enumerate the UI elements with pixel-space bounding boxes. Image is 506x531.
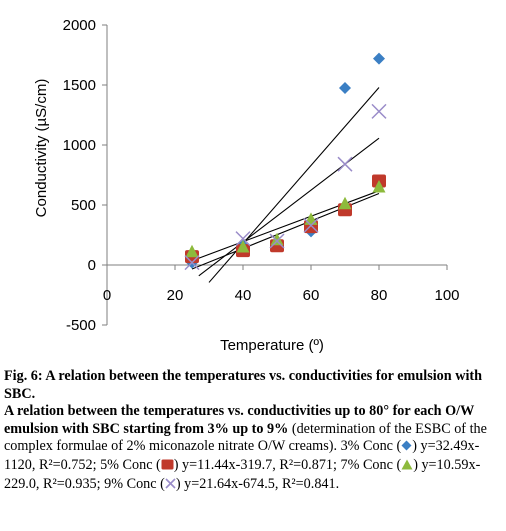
x-tick-label: 40 [235, 287, 252, 304]
data-point-diamond [373, 52, 385, 65]
caption-entry-7pct: 7% Conc () y=10.59x-229.0, R²=0.935; [4, 456, 481, 492]
data-point-diamond [339, 82, 351, 94]
data-point-x [235, 231, 251, 247]
caption-entry-5pct: 5% Conc () y=11.44x-319.7, R²=0.871; [100, 457, 340, 473]
axes-layer [102, 24, 448, 326]
trendline [208, 87, 380, 283]
square-icon [161, 458, 174, 476]
data-point-triangle [338, 196, 352, 210]
data-point-triangle [270, 232, 284, 246]
data-point-x [371, 103, 387, 119]
x-mark-icon [165, 477, 176, 495]
x-axis-title: Temperature (º) [220, 337, 324, 354]
caption-description: A relation between the temperatures vs. … [4, 403, 502, 494]
data-point-x [184, 255, 200, 271]
caption-description-bold: A relation between the temperatures vs. … [4, 403, 475, 437]
data-point-triangle [372, 180, 386, 193]
chart-svg: -500 0 500 1000 1500 2000 0 20 40 60 80 100 Conduct… [33, 17, 460, 354]
trendline-layer [191, 87, 380, 283]
y-tick-label: -500 [66, 317, 96, 334]
y-tick-label: 1500 [63, 77, 96, 94]
triangle-icon [401, 458, 413, 476]
y-axis-title: Conductivity (µS/cm) [33, 79, 50, 218]
y-tick-label: 1000 [63, 137, 96, 154]
data-point-x [269, 233, 285, 249]
y-tick-label: 0 [88, 257, 96, 274]
figure-caption: Fig. 6: A relation between the temperatu… [4, 368, 502, 494]
trendline [191, 190, 380, 262]
data-point-x [303, 217, 319, 233]
x-tick-label: 0 [103, 287, 111, 304]
diamond-icon [401, 439, 412, 457]
marker-layer [184, 52, 387, 271]
caption-entry-3pct: 3% Conc () y=32.49x-1120, R²=0.752; [4, 438, 480, 473]
data-point-triangle [236, 240, 250, 253]
caption-title: Fig. 6: A relation between the temperatu… [4, 368, 482, 402]
data-point-triangle [185, 244, 199, 258]
y-tick-label: 2000 [63, 17, 96, 34]
data-point-x [337, 156, 353, 172]
chart-figure: -500 0 500 1000 1500 2000 0 20 40 60 80 100 Conduct… [33, 17, 460, 354]
x-tick-label: 100 [434, 287, 459, 304]
caption-entry-9pct: 9% Conc () y=21.64x-674.5, R²=0.841. [104, 476, 339, 492]
x-tick-label: 60 [303, 287, 320, 304]
y-tick-label: 500 [71, 197, 96, 214]
label-layer: -500 0 500 1000 1500 2000 0 20 40 60 80 100 [63, 17, 460, 334]
caption-description-text: (determination of the ESBC of the comple… [4, 420, 487, 455]
x-tick-label: 80 [371, 287, 388, 304]
x-tick-label: 20 [167, 287, 184, 304]
